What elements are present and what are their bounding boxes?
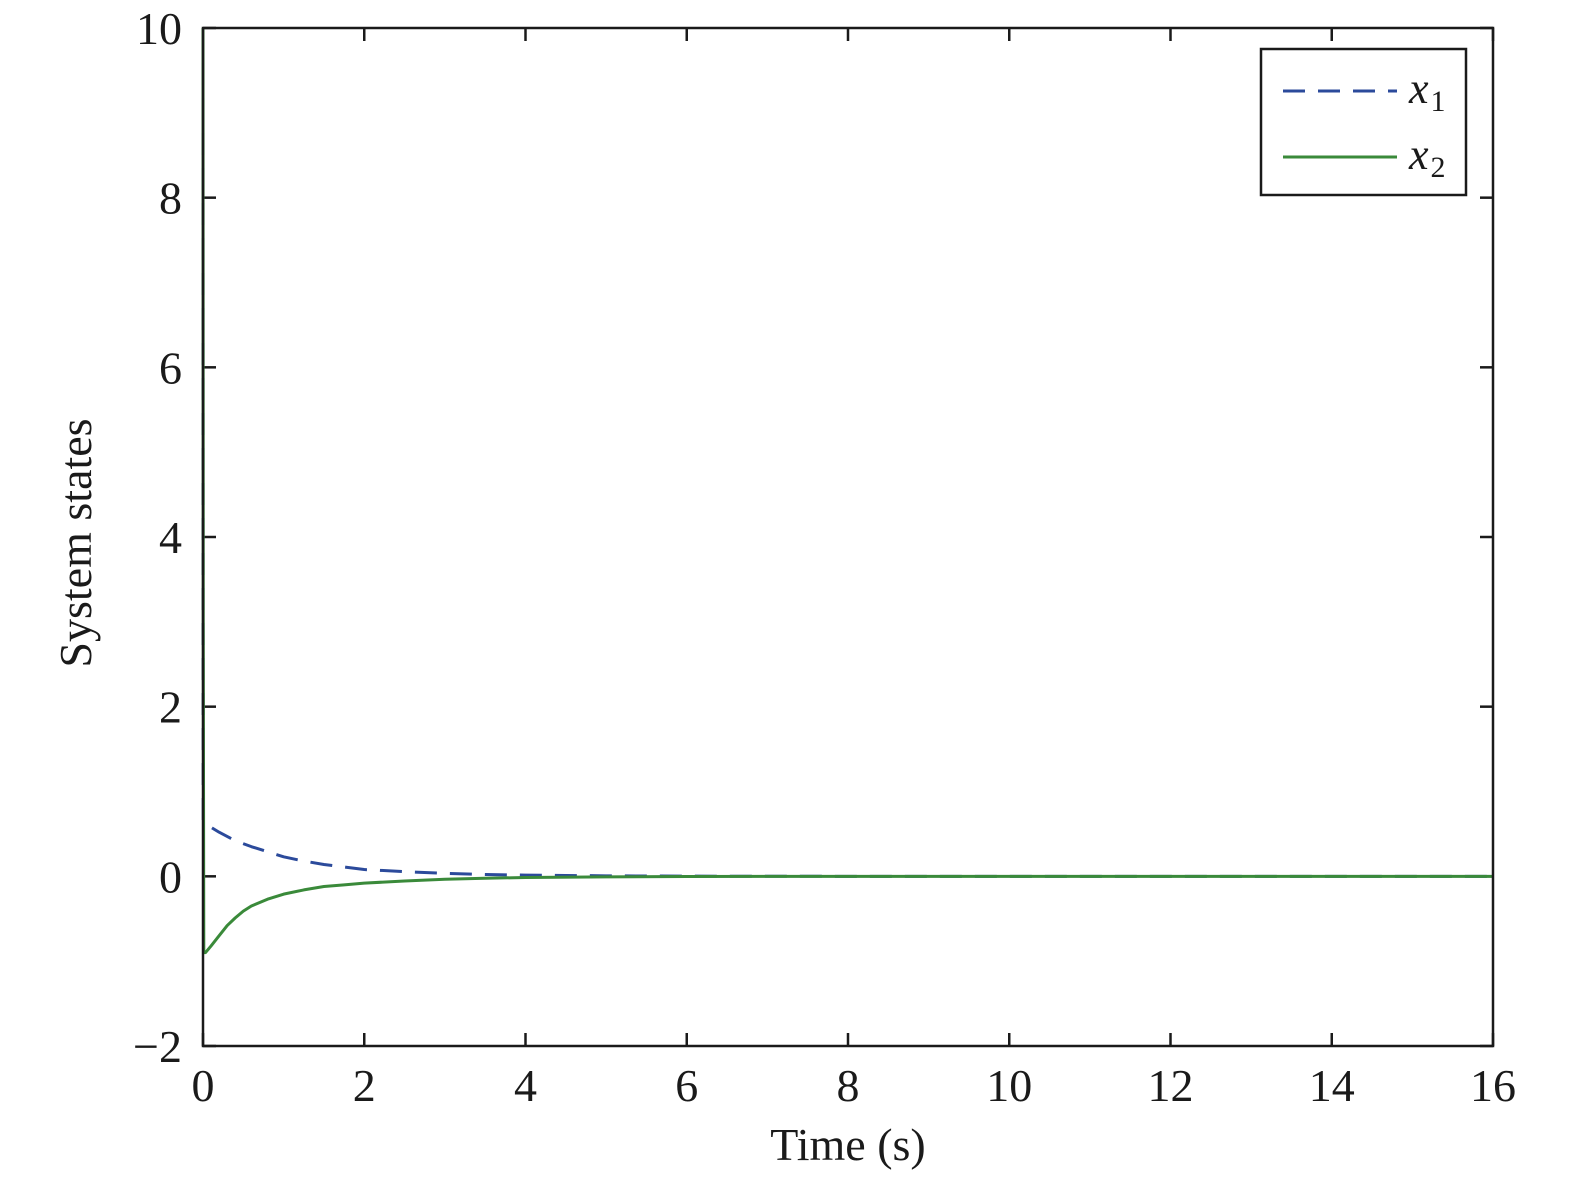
plot-area-frame [201, 26, 1495, 1048]
data-series [201, 27, 1493, 955]
y-tick-label: 6 [159, 342, 182, 393]
y-tick-label: 8 [159, 173, 182, 224]
x-tick-label: 16 [1470, 1060, 1516, 1111]
y-tick-label: 0 [159, 851, 182, 902]
x-tick-label: 6 [675, 1060, 698, 1111]
legend-box [1259, 47, 1468, 197]
y-axis-label: System states [50, 418, 101, 667]
x-tick-label: 0 [192, 1060, 215, 1111]
x-tick-label: 10 [986, 1060, 1032, 1111]
y-tick-label: 4 [159, 512, 182, 563]
x-axis-label: Time (s) [770, 1119, 926, 1170]
x-tick-label: 2 [353, 1060, 376, 1111]
y-tick-label: 10 [136, 3, 182, 54]
x-tick-label: 12 [1148, 1060, 1194, 1111]
y-tick-label: 2 [159, 682, 182, 733]
series-line-x2 [201, 27, 1493, 955]
x-tick-label: 4 [514, 1060, 537, 1111]
legend-entry-label: x1 [1408, 64, 1446, 118]
x-tick-label: 8 [837, 1060, 860, 1111]
x-tick-label: 14 [1309, 1060, 1355, 1111]
y-tick-label: −2 [133, 1021, 182, 1072]
